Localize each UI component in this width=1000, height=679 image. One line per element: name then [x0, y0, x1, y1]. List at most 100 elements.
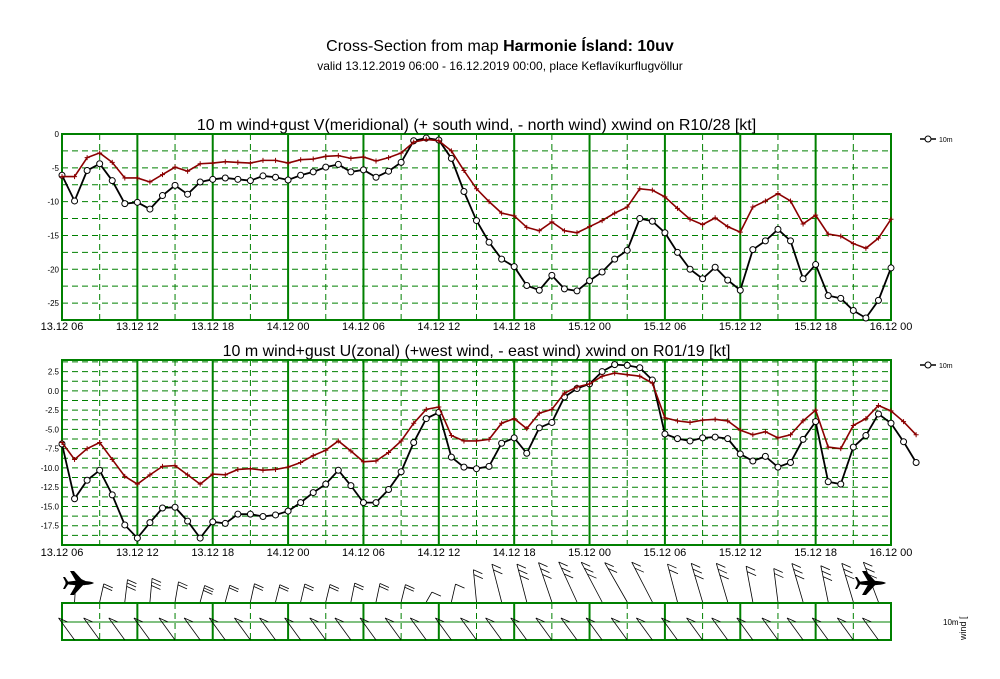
wind-barb-flag: [581, 561, 591, 567]
data-point-gust: [97, 439, 103, 445]
data-point-gust: [486, 199, 492, 205]
wind-barb-shaft: [460, 617, 477, 641]
data-point-gust: [134, 175, 140, 181]
wind-barb-flag: [822, 576, 833, 581]
data-point-gust: [147, 179, 153, 185]
wind-barb-flag: [694, 574, 704, 580]
data-point-10m: [648, 217, 656, 225]
data-point-gust: [411, 139, 417, 145]
data-point-10m: [749, 246, 757, 254]
data-point-gust: [461, 438, 467, 444]
data-point-gust: [725, 224, 731, 230]
wind-barb-shaft: [841, 563, 854, 603]
wind-barb-flag: [736, 617, 746, 623]
wind-barb-shaft: [510, 617, 528, 641]
data-point-gust: [461, 168, 467, 174]
y-tick-label: -15: [47, 231, 59, 240]
data-point-gust: [662, 415, 668, 421]
data-point-10m: [209, 175, 217, 183]
data-point-gust: [323, 447, 329, 453]
data-point-gust: [800, 418, 806, 424]
data-point-gust: [549, 219, 555, 225]
data-point-gust: [273, 157, 279, 163]
wind-barb-shaft: [149, 578, 153, 603]
x-tick-label: 14.12 00: [267, 321, 310, 333]
data-point-10m: [284, 507, 292, 515]
data-point-10m: [385, 167, 393, 175]
wind-barb-flag: [379, 585, 389, 591]
wind-barb-shaft: [516, 564, 528, 603]
wind-barb-shaft: [667, 563, 678, 603]
wind-barb-shaft: [862, 617, 879, 641]
x-tick-label: 15.12 06: [643, 321, 686, 333]
data-point-gust: [247, 466, 253, 472]
y-tick-label: -25: [47, 299, 59, 308]
data-point-10m: [334, 466, 342, 474]
data-point-gust: [737, 427, 743, 433]
wind-barb-flag: [203, 587, 214, 593]
wind-barb-flag: [843, 568, 853, 574]
data-point-gust: [172, 463, 178, 469]
wind-barb-flag: [460, 617, 470, 623]
data-point-gust: [649, 187, 655, 193]
wind-barb-shaft: [384, 617, 402, 641]
data-point-10m: [108, 177, 116, 185]
data-point-10m: [598, 268, 606, 276]
data-point-gust: [536, 410, 542, 416]
wind-barb-flag: [83, 617, 93, 623]
wind-barb-flag: [279, 586, 289, 592]
data-point-gust: [574, 230, 580, 236]
data-point-gust: [147, 472, 153, 478]
wind-barb-flag: [773, 568, 783, 573]
data-point-10m: [862, 432, 870, 440]
wind-barb-flag: [234, 617, 244, 623]
x-tick-label: 13.12 12: [116, 321, 159, 333]
wind-barb-flag: [584, 567, 594, 573]
data-point-10m: [887, 419, 895, 427]
wind-barb-flag: [510, 617, 520, 623]
wind-barb-shaft: [761, 617, 779, 641]
data-point-gust: [750, 432, 756, 438]
legend-label: 10m: [939, 363, 953, 370]
wind-barb-shaft: [472, 569, 477, 603]
data-point-gust: [762, 429, 768, 435]
wind-barb-flag: [634, 567, 645, 573]
wind-barb-flag: [793, 568, 803, 574]
data-point-10m: [322, 480, 330, 488]
airplane-icon: [855, 571, 886, 595]
page-subtitle: valid 13.12.2019 06:00 - 16.12.2019 00:0…: [317, 59, 683, 73]
data-point-gust: [762, 198, 768, 204]
wind-barb-flag: [127, 579, 137, 585]
data-point-10m: [473, 465, 480, 473]
x-tick-label: 15.12 12: [719, 321, 762, 333]
data-point-10m: [510, 434, 518, 442]
wind-barb-shaft: [208, 617, 226, 641]
data-point-gust: [310, 156, 316, 162]
wind-barb-shaft: [711, 617, 729, 641]
data-point-gust: [813, 212, 819, 218]
airplane-tail: [855, 577, 861, 589]
data-point-10m: [787, 459, 795, 467]
wind-barb-flag: [126, 585, 136, 591]
wind-barb-flag: [841, 562, 851, 568]
page-title: Cross-Section from map Harmonie Ísland: …: [0, 38, 1000, 56]
barb-panel: [58, 561, 892, 641]
wind-barb-flag: [795, 574, 805, 580]
data-point-10m: [611, 255, 619, 263]
wind-barb-flag: [631, 561, 641, 567]
data-point-gust: [800, 221, 806, 227]
data-point-10m: [422, 415, 430, 423]
data-point-10m: [209, 518, 217, 526]
data-point-10m: [736, 286, 744, 294]
data-point-gust: [59, 174, 65, 180]
data-point-10m: [385, 486, 393, 493]
wind-barb-shaft: [636, 617, 653, 641]
wind-barb-flag: [585, 617, 596, 623]
data-point-gust: [185, 472, 191, 478]
x-tick-label: 14.12 12: [417, 547, 460, 559]
legend-marker: [924, 135, 932, 143]
wind-barb-flag: [279, 584, 289, 590]
wind-barb-shaft: [58, 617, 75, 641]
wind-barb-shaft: [745, 566, 754, 603]
data-point-gust: [72, 456, 78, 462]
